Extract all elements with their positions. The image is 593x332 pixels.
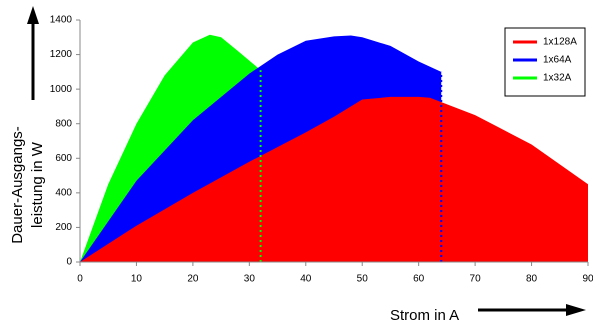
y-tick-label: 800 [55,118,72,129]
x-tick-label: 40 [300,274,312,285]
legend-label: 1x128A [543,37,577,48]
x-tick-label: 20 [187,274,199,285]
y-tick-label: 0 [66,257,72,268]
legend-label: 1x64A [543,55,572,66]
y-tick-label: 1000 [50,84,73,95]
overlay: Dauer-Ausgangs- leistung in W Strom in A [8,6,586,324]
y-tick-label: 1400 [50,15,73,26]
x-tick-label: 10 [131,274,143,285]
x-arrowhead [566,304,586,316]
label-background [8,100,50,270]
x-tick-label: 80 [526,274,538,285]
x-tick-label: 0 [77,274,83,285]
y-tick-label: 400 [55,187,72,198]
x-axis-label: Strom in A [390,307,459,324]
x-tick-label: 60 [413,274,425,285]
x-tick-label: 90 [582,274,593,285]
legend-box [504,27,586,97]
x-tick-label: 30 [244,274,256,285]
y-axis-label: leistung in W [29,141,46,228]
y-tick-label: 200 [55,222,72,233]
area [80,96,588,263]
plot-area: 0 200 400 600 800 1000 1200 1400 0 10 20 30 40 50 60 70… [50,15,593,285]
x-tick-label: 70 [470,274,482,285]
x-tick-label: 50 [357,274,369,285]
y-axis-label: Dauer-Ausgangs- [9,126,26,244]
legend-label: 1x32A [543,73,572,84]
y-tick-label: 1200 [50,49,73,60]
y-arrowhead [27,6,39,24]
y-tick-label: 600 [55,153,72,164]
